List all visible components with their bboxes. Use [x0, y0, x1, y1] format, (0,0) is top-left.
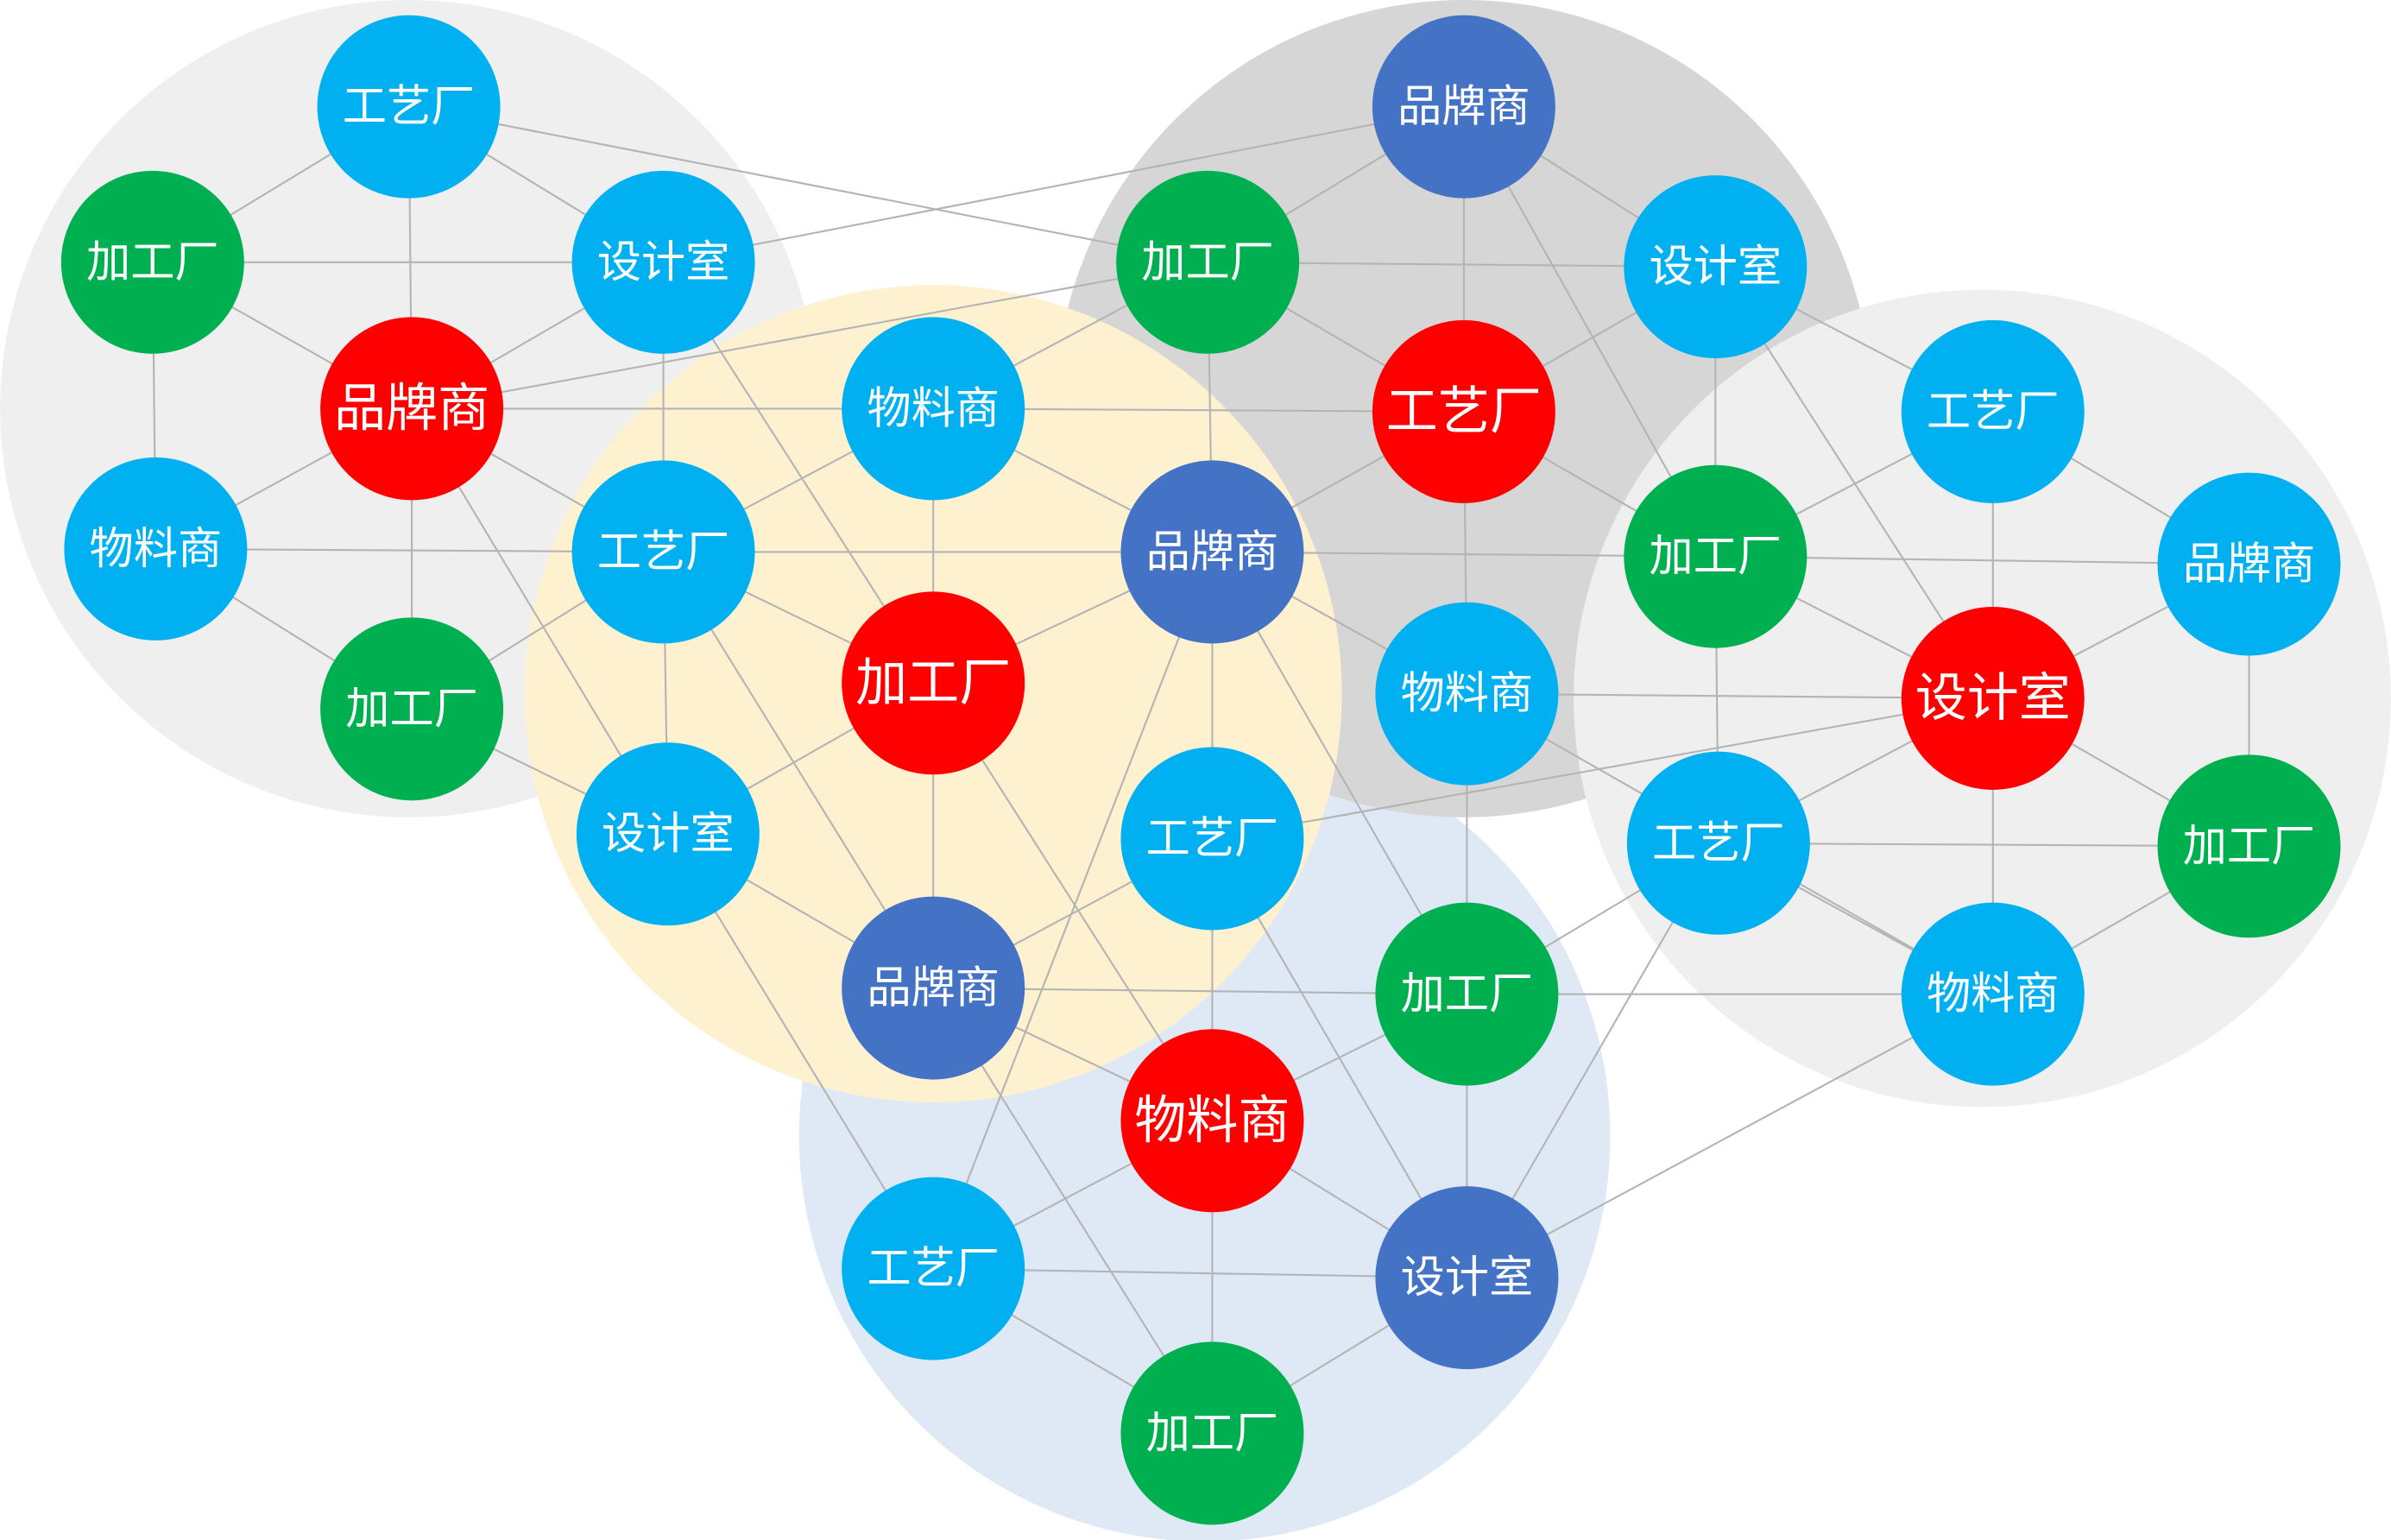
node-label: 工艺厂	[597, 526, 730, 578]
node-label: 物料商	[1927, 969, 2060, 1020]
node: 品牌商	[2157, 472, 2341, 656]
node-label: 加工厂	[1401, 969, 1534, 1020]
edge	[1466, 993, 1994, 1279]
node-label: 加工厂	[1146, 1407, 1279, 1459]
node-label: 品牌商	[1146, 526, 1279, 578]
node: 工艺厂	[1901, 319, 2085, 503]
node: 物料商	[64, 457, 248, 641]
node: 加工厂	[1116, 170, 1300, 354]
node-label: 物料商	[867, 382, 1000, 434]
node-label: 加工厂	[86, 237, 219, 288]
node-circle	[1901, 902, 2085, 1086]
node-circle	[842, 896, 1025, 1080]
node: 设计室	[1375, 1186, 1559, 1370]
node-circle	[842, 591, 1025, 775]
node: 加工厂	[1624, 464, 1807, 648]
node-label: 物料商	[90, 523, 223, 575]
node-label: 工艺厂	[1927, 386, 2060, 438]
node-circle	[317, 15, 501, 199]
node-label: 设计室	[1915, 668, 2071, 729]
node-label: 工艺厂	[867, 1243, 1000, 1295]
node: 物料商	[842, 317, 1025, 501]
node: 工艺厂	[1626, 751, 1810, 935]
node: 加工厂	[60, 170, 244, 354]
node-circle	[2157, 472, 2341, 656]
node: 工艺厂	[571, 460, 755, 644]
node: 设计室	[576, 742, 760, 926]
node-label: 品牌商	[1397, 81, 1530, 133]
node-label: 工艺厂	[1652, 817, 1785, 869]
node: 设计室	[1624, 175, 1807, 359]
node: 物料商	[1375, 602, 1559, 786]
node-label: 工艺厂	[343, 81, 476, 133]
node-circle	[1901, 607, 2085, 790]
node: 品牌商	[1372, 15, 1555, 199]
node-circle	[576, 742, 760, 926]
node: 物料商	[1901, 902, 2085, 1086]
node-circle	[1372, 319, 1555, 503]
edge	[1212, 697, 1993, 840]
edge	[411, 261, 1208, 410]
node: 工艺厂	[1372, 319, 1555, 503]
node: 加工厂	[1120, 1341, 1304, 1525]
node-circle	[1120, 747, 1304, 931]
edge	[408, 105, 1208, 263]
node-label: 设计室	[1649, 241, 1782, 293]
node-circle	[1120, 1341, 1304, 1525]
node-circle	[1375, 1186, 1559, 1370]
node-circle	[60, 170, 244, 354]
node-label: 工艺厂	[1386, 382, 1542, 442]
node-circle	[1120, 1029, 1304, 1213]
node: 工艺厂	[842, 1177, 1025, 1360]
node-circle	[64, 457, 248, 641]
node: 加工厂	[842, 591, 1025, 775]
node: 品牌商	[320, 317, 504, 501]
node-label: 加工厂	[1141, 237, 1274, 288]
node: 设计室	[571, 170, 755, 354]
node-circle	[320, 317, 504, 501]
node: 品牌商	[842, 896, 1025, 1080]
node-circle	[2157, 754, 2341, 938]
node: 物料商	[1120, 1029, 1304, 1213]
node-circle	[1375, 602, 1559, 786]
node-label: 加工厂	[855, 653, 1011, 713]
node-circle	[320, 617, 504, 801]
node: 工艺厂	[317, 15, 501, 199]
node-label: 加工厂	[2183, 820, 2316, 872]
node-label: 加工厂	[1649, 531, 1782, 583]
node-circle	[571, 170, 755, 354]
node: 加工厂	[1375, 902, 1559, 1086]
node-circle	[1624, 464, 1807, 648]
node-circle	[1120, 460, 1304, 644]
node: 设计室	[1901, 607, 2085, 790]
node-circle	[1626, 751, 1810, 935]
node-circle	[571, 460, 755, 644]
node-circle	[1372, 15, 1555, 199]
node-label: 设计室	[597, 237, 730, 288]
node-label: 品牌商	[334, 378, 489, 439]
node-circle	[1116, 170, 1300, 354]
edge	[663, 105, 1465, 263]
node-circle	[1624, 175, 1807, 359]
node-circle	[842, 1177, 1025, 1360]
node: 加工厂	[320, 617, 504, 801]
node-label: 品牌商	[2183, 539, 2316, 590]
node-label: 物料商	[1401, 668, 1534, 720]
node: 品牌商	[1120, 460, 1304, 644]
node-label: 工艺厂	[1146, 812, 1279, 864]
node-label: 设计室	[602, 808, 735, 860]
edge	[932, 552, 1214, 1269]
node-circle	[842, 317, 1025, 501]
node-label: 加工厂	[345, 683, 478, 735]
node-label: 设计室	[1401, 1252, 1534, 1303]
node-circle	[1375, 902, 1559, 1086]
node-label: 物料商	[1134, 1090, 1290, 1151]
node-circle	[1901, 319, 2085, 503]
node-label: 品牌商	[867, 962, 1000, 1014]
node: 工艺厂	[1120, 747, 1304, 931]
node: 加工厂	[2157, 754, 2341, 938]
